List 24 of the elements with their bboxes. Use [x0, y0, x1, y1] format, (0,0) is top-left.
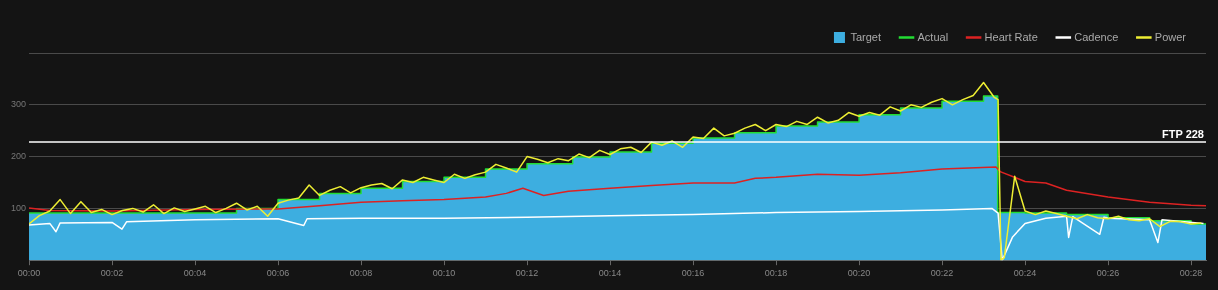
x-tick-label: 00:18 — [764, 268, 788, 279]
x-tick-label: 00:24 — [1013, 268, 1037, 279]
x-tick-label: 00:22 — [930, 268, 954, 279]
legend-label: Target — [850, 30, 882, 43]
x-tick-label: 00:04 — [183, 268, 207, 279]
x-tick-label: 00:08 — [349, 268, 373, 279]
x-tick-label: 00:00 — [17, 268, 41, 279]
x-tick-label: 00:20 — [847, 268, 871, 279]
x-tick-label: 00:16 — [681, 268, 705, 279]
legend-label: Cadence — [1074, 30, 1119, 43]
y-tick-label: 100 — [10, 202, 27, 213]
x-tick-label: 00:14 — [598, 268, 622, 279]
x-tick-label: 00:06 — [266, 268, 290, 279]
x-tick-label: 00:26 — [1096, 268, 1120, 279]
x-tick-label: 00:12 — [515, 268, 539, 279]
ref-line-label: FTP 228 — [1162, 127, 1204, 140]
legend-label: Actual — [917, 30, 949, 43]
y-tick-label: 200 — [10, 151, 27, 162]
legend-label: Heart Rate — [984, 30, 1038, 43]
legend-label: Power — [1154, 30, 1187, 43]
x-tick-label: 00:10 — [432, 268, 456, 279]
y-tick-label: 300 — [10, 99, 27, 110]
x-tick-label: 00:02 — [100, 268, 124, 279]
x-tick-label: 00:28 — [1179, 268, 1203, 279]
